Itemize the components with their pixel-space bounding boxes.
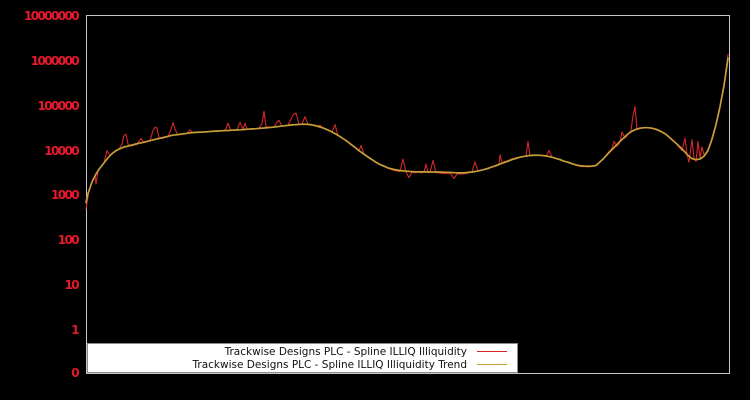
legend-label-trend: Trackwise Designs PLC - Spline ILLIQ Ill… [192,358,467,371]
legend-entry-trend: Trackwise Designs PLC - Spline ILLIQ Ill… [88,358,511,371]
legend-line-sample-illiquidity [477,351,507,352]
legend-line-sample-trend [477,364,507,365]
legend-entry-illiquidity: Trackwise Designs PLC - Spline ILLIQ Ill… [88,345,511,358]
series-lines [85,53,729,210]
plot-frame [86,15,730,374]
legend: Trackwise Designs PLC - Spline ILLIQ Ill… [87,343,518,373]
legend-label-illiquidity: Trackwise Designs PLC - Spline ILLIQ Ill… [224,345,467,358]
illiquidity-trend-line [85,57,729,204]
